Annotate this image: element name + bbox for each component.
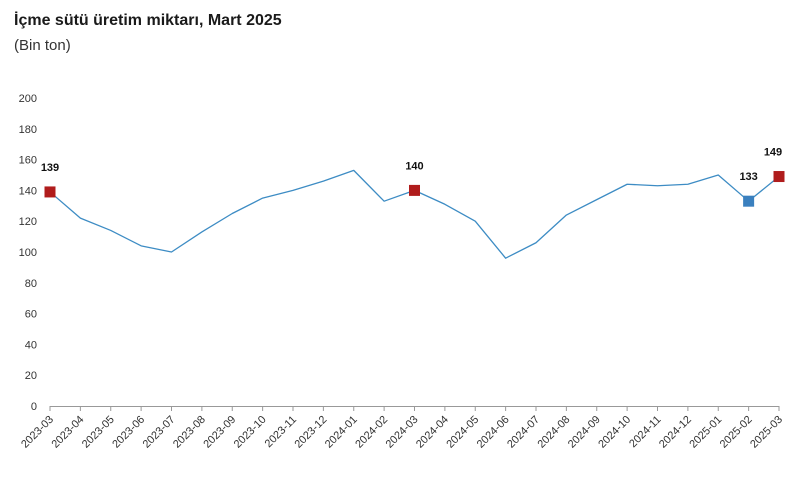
y-tick-label: 120 [19, 216, 37, 228]
highlight-markers: 139 140 133 149 [41, 147, 785, 207]
x-tick-label: 2023-07 [141, 414, 178, 451]
x-tick-label: 2024-02 [353, 414, 390, 451]
x-tick-label: 2023-03 [19, 414, 56, 451]
y-axis: 0 20 40 60 80 100 120 140 160 180 200 [19, 93, 37, 413]
x-tick-label: 2024-04 [414, 414, 451, 451]
y-tick-label: 180 [19, 124, 37, 136]
series-layer [49, 169, 780, 259]
chart-title: İçme sütü üretim miktarı, Mart 2025 [14, 12, 282, 29]
chart-header: İçme sütü üretim miktarı, Mart 2025 (Bin… [14, 12, 282, 54]
y-tick-label: 0 [31, 401, 37, 413]
x-tick-label: 2024-01 [323, 414, 360, 451]
data-label: 140 [405, 160, 423, 172]
x-tick-label: 2024-03 [384, 414, 421, 451]
x-tick-label: 2025-02 [718, 414, 755, 451]
data-label: 133 [739, 171, 757, 183]
x-tick-label: 2024-09 [566, 414, 603, 451]
y-tick-label: 20 [25, 370, 37, 382]
y-tick-label: 60 [25, 309, 37, 321]
data-point-marker [44, 186, 56, 198]
data-point-marker [409, 184, 420, 196]
x-tick-label: 2023-06 [110, 414, 147, 451]
x-tick-label: 2024-07 [505, 414, 542, 451]
x-tick-label: 2025-03 [748, 414, 785, 451]
x-tick-label: 2023-04 [49, 414, 86, 451]
series-line [49, 169, 780, 259]
y-tick-label: 200 [19, 93, 37, 105]
x-tick-label: 2024-12 [657, 414, 694, 451]
y-tick-label: 140 [19, 185, 37, 197]
y-tick-label: 100 [19, 247, 37, 259]
y-tick-label: 160 [19, 155, 37, 167]
chart-subtitle: (Bin ton) [14, 37, 71, 54]
x-axis: 2023-032023-042023-052023-062023-072023-… [19, 406, 785, 451]
x-tick-label: 2023-10 [232, 414, 269, 451]
x-tick-label: 2024-10 [596, 414, 633, 451]
data-point-marker [743, 195, 755, 207]
y-tick-label: 80 [25, 278, 37, 290]
x-tick-label: 2025-01 [687, 414, 724, 451]
data-point-marker [773, 171, 785, 183]
data-label: 139 [41, 162, 59, 174]
x-tick-label: 2023-08 [171, 414, 208, 451]
x-tick-label: 2024-06 [475, 414, 512, 451]
x-tick-label: 2023-12 [292, 414, 329, 451]
x-tick-label: 2023-05 [80, 414, 117, 451]
x-tick-label: 2024-08 [535, 414, 572, 451]
y-tick-label: 40 [25, 339, 37, 351]
data-label: 149 [764, 147, 782, 159]
x-tick-label: 2024-05 [444, 414, 481, 451]
x-tick-label: 2023-09 [201, 414, 238, 451]
